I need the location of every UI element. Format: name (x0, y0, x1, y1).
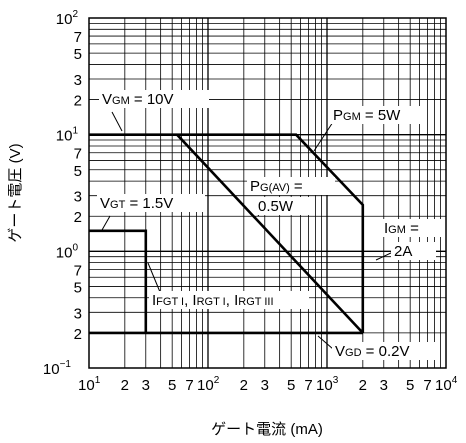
annotation-leader-line (111, 111, 123, 132)
annotation-backdrop (247, 177, 335, 195)
annotation-leader-line (147, 262, 161, 293)
annotation-backdrop (391, 242, 436, 260)
annotation: VGD = 0.2V (317, 335, 438, 360)
y-tick-label: 2 (74, 93, 82, 110)
x-axis-title: ゲート電流 (mA) (211, 421, 323, 438)
x-tick-label: 7 (185, 377, 193, 394)
annotation-backdrop (332, 342, 438, 360)
y-tick-label: 3 (74, 305, 82, 322)
annotation: VGT = 1.5V (97, 194, 205, 231)
x-tick-label: 7 (423, 377, 431, 394)
annotation-backdrop (99, 90, 209, 108)
annotation-backdrop (149, 291, 309, 309)
series-line-4 (89, 229, 148, 333)
x-tick-label: 5 (406, 377, 414, 394)
annotation-leader-line (313, 121, 334, 152)
x-tick-label: 102 (197, 375, 220, 394)
annotation-leader-line (101, 215, 111, 231)
annotation-leader-line (375, 251, 394, 261)
x-tick-label: 5 (287, 377, 295, 394)
y-tick-label: 5 (74, 279, 82, 296)
series-lines (89, 133, 365, 335)
annotation: IGM = (381, 219, 441, 237)
annotation-label: PGM = 5W (333, 107, 401, 124)
y-axis-title: ゲート電圧 (V) (7, 143, 24, 242)
y-tick-label: 2 (74, 326, 82, 343)
y-tick-label: 100 (56, 242, 79, 261)
annotation-label: 0.5W (258, 198, 294, 215)
y-tick-label: 7 (74, 146, 82, 163)
x-tick-label: 104 (435, 375, 458, 394)
plot-frame (88, 17, 447, 369)
annotation: PG(AV) = (247, 177, 335, 195)
y-tick-label: 3 (74, 189, 82, 206)
annotation: PGM = 5W (313, 106, 425, 152)
x-tick-label: 7 (304, 377, 312, 394)
series-line-1 (89, 133, 365, 333)
x-tick-label: 2 (359, 377, 367, 394)
x-tick-label: 103 (316, 375, 339, 394)
y-tick-label: 101 (56, 126, 79, 145)
y-tick-label: 3 (74, 72, 82, 89)
y-tick-label: 10−1 (43, 359, 72, 378)
x-tick-label: 2 (121, 377, 129, 394)
annotation: VGM = 10V (99, 90, 209, 132)
annotations: VGM = 10V PGM = 5W PG(AV) = 0.5W VGT = 1.5V I… (97, 90, 441, 360)
annotation-label: VGM = 10V (102, 91, 174, 108)
x-tick-label: 2 (240, 377, 248, 394)
annotation-label: PG(AV) = (250, 178, 303, 195)
x-tick-label: 3 (380, 377, 388, 394)
annotation-label: 2A (394, 243, 412, 260)
annotation-label: VGT = 1.5V (100, 195, 173, 212)
annotation-backdrop (97, 194, 205, 212)
annotation: 0.5W (255, 197, 315, 217)
annotation-backdrop (330, 106, 425, 124)
x-tick-labels: 101 2 3 5 7 102 2 3 5 7 103 2 3 5 7 104 (78, 375, 458, 394)
x-tick-label: 5 (168, 377, 176, 394)
y-tick-label: 5 (74, 46, 82, 63)
y-tick-label: 102 (56, 9, 79, 28)
y-tick-label: 7 (74, 29, 82, 46)
annotation: 2A (375, 242, 436, 261)
y-tick-label: 7 (74, 262, 82, 279)
x-tick-label: 101 (78, 375, 101, 394)
annotation-label: VGD = 0.2V (335, 343, 409, 360)
y-tick-label: 5 (74, 163, 82, 180)
annotation-leader-line (317, 335, 334, 350)
annotation: IFGT I, IRGT I, IRGT III (147, 262, 309, 309)
annotation-backdrop (255, 197, 315, 215)
x-tick-label: 3 (261, 377, 269, 394)
annotation-backdrop (381, 219, 441, 237)
annotation-label: IFGT I, IRGT I, IRGT III (152, 292, 274, 309)
y-tick-label: 2 (74, 209, 82, 226)
series-line-2 (176, 133, 364, 334)
x-tick-label: 3 (142, 377, 150, 394)
annotation-label: IGM = (384, 220, 419, 237)
